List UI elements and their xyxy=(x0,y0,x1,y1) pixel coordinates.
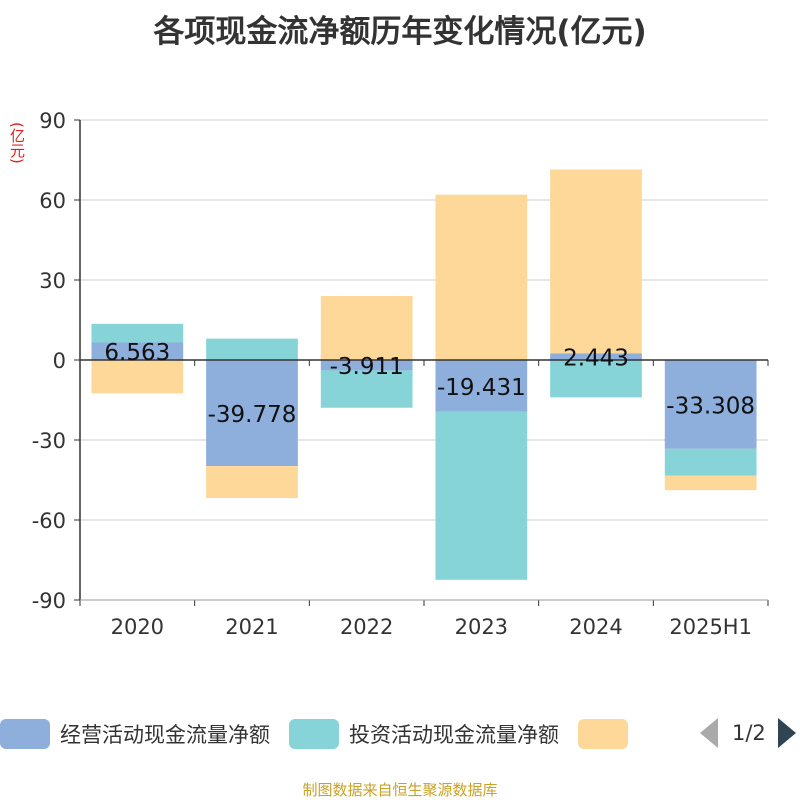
data-label-2023: -19.431 xyxy=(437,375,526,401)
bar-2024-series-1 xyxy=(550,360,642,398)
legend-pager: 1/2 xyxy=(700,718,796,748)
y-tick-label: -30 xyxy=(32,429,66,453)
bar-2025H1-series-1 xyxy=(664,448,757,476)
data-label-2022: -3.911 xyxy=(330,354,404,380)
y-tick-label: 60 xyxy=(39,189,66,213)
legend-swatch-investing xyxy=(289,719,339,749)
source-note: 制图数据来自恒生聚源数据库 xyxy=(302,781,498,799)
x-tick-label: 2024 xyxy=(569,615,622,639)
bar-2024-series-2 xyxy=(550,169,642,354)
legend-item-investing[interactable]: 投资活动现金流量净额 xyxy=(289,719,559,749)
data-label-2024: 2.443 xyxy=(563,346,629,372)
bar-2022-series-1 xyxy=(320,370,413,408)
pager-next-icon[interactable] xyxy=(777,718,796,748)
bar-2020-series-1 xyxy=(91,323,184,343)
y-tick-label: 90 xyxy=(39,109,66,133)
x-tick-label: 2020 xyxy=(111,615,164,639)
bar-2021-series-0 xyxy=(206,360,298,467)
y-tick-label: -60 xyxy=(32,509,66,533)
pager-prev-icon[interactable] xyxy=(700,718,718,748)
bar-2025H1-series-2 xyxy=(664,475,757,491)
chart-title: 各项现金流净额历年变化情况(亿元) xyxy=(153,14,647,50)
y-tick-label: 0 xyxy=(53,349,66,373)
bar-2024-series-0 xyxy=(550,353,642,360)
x-tick-label: 2022 xyxy=(340,615,393,639)
bar-2022-series-2 xyxy=(320,296,413,360)
bar-2021-series-1 xyxy=(206,338,298,360)
legend-swatch-operating xyxy=(0,719,50,749)
y-tick-label: 30 xyxy=(39,269,66,293)
legend-label-operating: 经营活动现金流量净额 xyxy=(60,723,270,747)
legend-item-operating[interactable]: 经营活动现金流量净额 xyxy=(0,719,270,749)
legend-swatch-financing xyxy=(578,719,628,749)
x-tick-label: 2021 xyxy=(225,615,278,639)
data-label-2021: -39.778 xyxy=(208,402,297,428)
bar-2021-series-2 xyxy=(206,466,298,499)
legend-item-financing[interactable] xyxy=(578,719,638,749)
bar-2023-series-2 xyxy=(435,194,528,360)
stacked-bar-chart: 90 60 30 0 -30 -60 -90 2020 2021 2022 2023 2024 2025… xyxy=(32,109,769,639)
bar-2020-series-0 xyxy=(91,342,184,360)
pager-text: 1/2 xyxy=(732,721,766,745)
bar-2020-series-2 xyxy=(91,360,184,394)
bar-2023-series-1 xyxy=(435,411,528,580)
y-tick-label: -90 xyxy=(32,589,66,613)
data-label-2025H1: -33.308 xyxy=(666,393,755,419)
x-tick-label: 2025H1 xyxy=(669,615,752,639)
legend: 经营活动现金流量净额 投资活动现金流量净额 xyxy=(0,716,657,752)
bar-2023-series-0 xyxy=(435,360,528,412)
bar-2022-series-0 xyxy=(320,360,413,371)
bar-2025H1-series-0 xyxy=(664,360,757,449)
x-tick-label: 2023 xyxy=(455,615,508,639)
data-label-2020: 6.563 xyxy=(104,340,170,366)
legend-label-investing: 投资活动现金流量净额 xyxy=(349,723,559,747)
y-axis-unit-label: (亿元) xyxy=(8,122,26,164)
